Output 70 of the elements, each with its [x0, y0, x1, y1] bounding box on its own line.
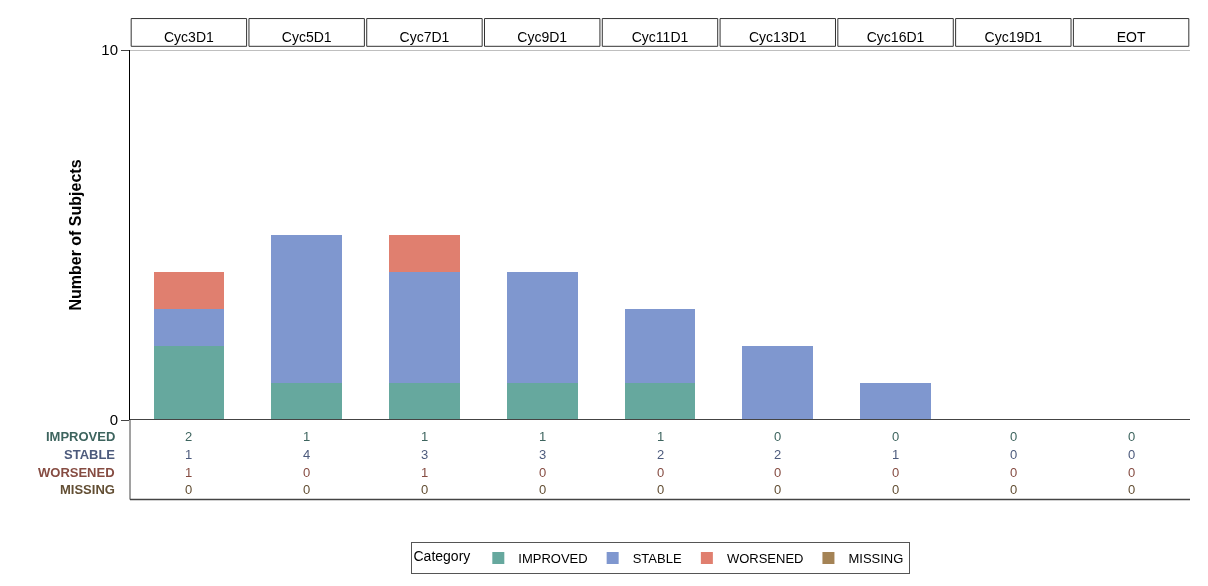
bar: [860, 383, 931, 420]
bar: [389, 383, 460, 420]
data-label: 0: [774, 482, 782, 497]
data-label: 0: [774, 429, 782, 444]
data-label: 1: [657, 429, 665, 444]
data-label: 0: [303, 482, 311, 497]
x-tick-label: Cyc7D1: [399, 29, 450, 46]
data-label: 0: [774, 465, 782, 480]
data-label: 0: [892, 465, 900, 480]
legend-label: WORSENED: [726, 551, 804, 567]
x-tick-label: Cyc5D1: [281, 29, 332, 46]
bar: [506, 383, 578, 420]
data-label: 0: [539, 465, 547, 480]
data-label: 0: [1128, 447, 1136, 462]
text: IMPROVED: [46, 429, 116, 444]
data-label: 0: [1128, 465, 1136, 480]
text: MISSING: [60, 482, 115, 497]
bar: [624, 309, 696, 383]
bar: [624, 383, 696, 420]
data-label: 0: [892, 482, 900, 497]
bar: [742, 346, 814, 420]
data-label: 0: [1010, 429, 1018, 444]
data-label: 1: [892, 447, 900, 462]
data-label: 0: [421, 482, 429, 497]
data-label: 1: [421, 429, 429, 444]
data-label: 1: [421, 465, 429, 480]
bar: [153, 346, 225, 420]
x-tick-label: Cyc16D1: [866, 29, 925, 46]
x-tick-label: Cyc13D1: [748, 29, 807, 46]
bar: [153, 272, 225, 309]
data-label: 2: [774, 447, 782, 462]
bar: [506, 272, 578, 383]
x-tick-label: EOT: [1116, 29, 1146, 46]
data-label: 4: [303, 447, 311, 462]
data-label: 0: [657, 465, 665, 480]
data-label: 2: [185, 429, 193, 444]
y-axis-title: Number of Subjects: [67, 159, 85, 311]
data-label: 1: [185, 465, 193, 480]
data-label: 1: [539, 429, 547, 444]
bar: [153, 309, 225, 346]
bar: [271, 235, 342, 383]
data-label: 0: [1128, 429, 1136, 444]
bar: [389, 272, 460, 383]
data-label: 1: [185, 447, 193, 462]
legend-label: MISSING: [848, 551, 904, 567]
text: STABLE: [64, 447, 116, 462]
x-tick-label: Cyc9D1: [517, 29, 568, 46]
data-label: 0: [657, 482, 665, 497]
legend-label: IMPROVED: [518, 551, 588, 567]
data-label: 0: [303, 465, 311, 480]
bar: [271, 383, 342, 420]
x-tick-label: Cyc19D1: [984, 29, 1043, 46]
data-label: 3: [539, 447, 547, 462]
data-label: 0: [1010, 465, 1018, 480]
data-label: 2: [657, 447, 665, 462]
text: WORSENED: [38, 465, 115, 480]
data-label: 0: [892, 429, 900, 444]
data-label: 0: [539, 482, 547, 497]
data-label: 0: [1010, 447, 1018, 462]
data-label: 0: [185, 482, 193, 497]
y-tick-label: 10: [101, 41, 118, 59]
x-tick-label: Cyc11D1: [631, 29, 689, 46]
data-label: 1: [303, 429, 311, 444]
legend-title: Category: [413, 548, 471, 565]
data-label: 3: [421, 447, 429, 462]
x-tick-label: Cyc3D1: [163, 29, 214, 46]
legend-label: STABLE: [632, 551, 682, 567]
data-label: 0: [1010, 482, 1018, 497]
data-label: 0: [1128, 482, 1136, 497]
bar: [389, 235, 460, 272]
